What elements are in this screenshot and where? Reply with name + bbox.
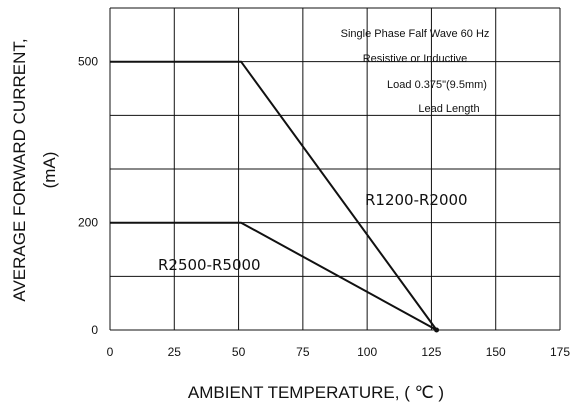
x-tick-label-1: 25 bbox=[168, 345, 182, 359]
y-axis-label-line2: (mA) bbox=[40, 152, 59, 189]
condition-note-line2: Resistive or Inductive bbox=[363, 53, 468, 65]
series-lines bbox=[109, 60, 440, 333]
condition-note-line1: Single Phase Falf Wave 60 Hz bbox=[341, 28, 490, 40]
condition-note-line3: Load 0.375"(9.5mm) bbox=[387, 79, 487, 91]
y-axis-label-line1: AVERAGE FORWARD CURRENT, bbox=[10, 38, 29, 301]
series-label-r1200-r2000: R1200-R2000 bbox=[365, 191, 468, 209]
series-label-r2500-r5000: R2500-R5000 bbox=[158, 256, 261, 274]
y-tick-label-1: 200 bbox=[78, 216, 98, 230]
convergence-point bbox=[434, 327, 440, 333]
x-tick-label-4: 100 bbox=[357, 345, 377, 359]
x-tick-label-6: 150 bbox=[486, 345, 506, 359]
x-tick-label-7: 175 bbox=[550, 345, 570, 359]
x-tick-label-3: 75 bbox=[296, 345, 310, 359]
x-tick-label-5: 125 bbox=[421, 345, 441, 359]
x-tick-label-0: 0 bbox=[107, 345, 114, 359]
y-tick-label-2: 500 bbox=[78, 55, 98, 69]
y-tick-label-0: 0 bbox=[91, 323, 98, 337]
condition-note-line4: Lead Length bbox=[418, 103, 479, 115]
grid bbox=[109, 7, 561, 331]
x-tick-label-2: 50 bbox=[232, 345, 246, 359]
tick-labels: 0 25 50 75 100 125 150 175 0 200 500 bbox=[78, 55, 570, 359]
x-axis-label: AMBIENT TEMPERATURE, ( ℃ ) bbox=[188, 383, 444, 402]
